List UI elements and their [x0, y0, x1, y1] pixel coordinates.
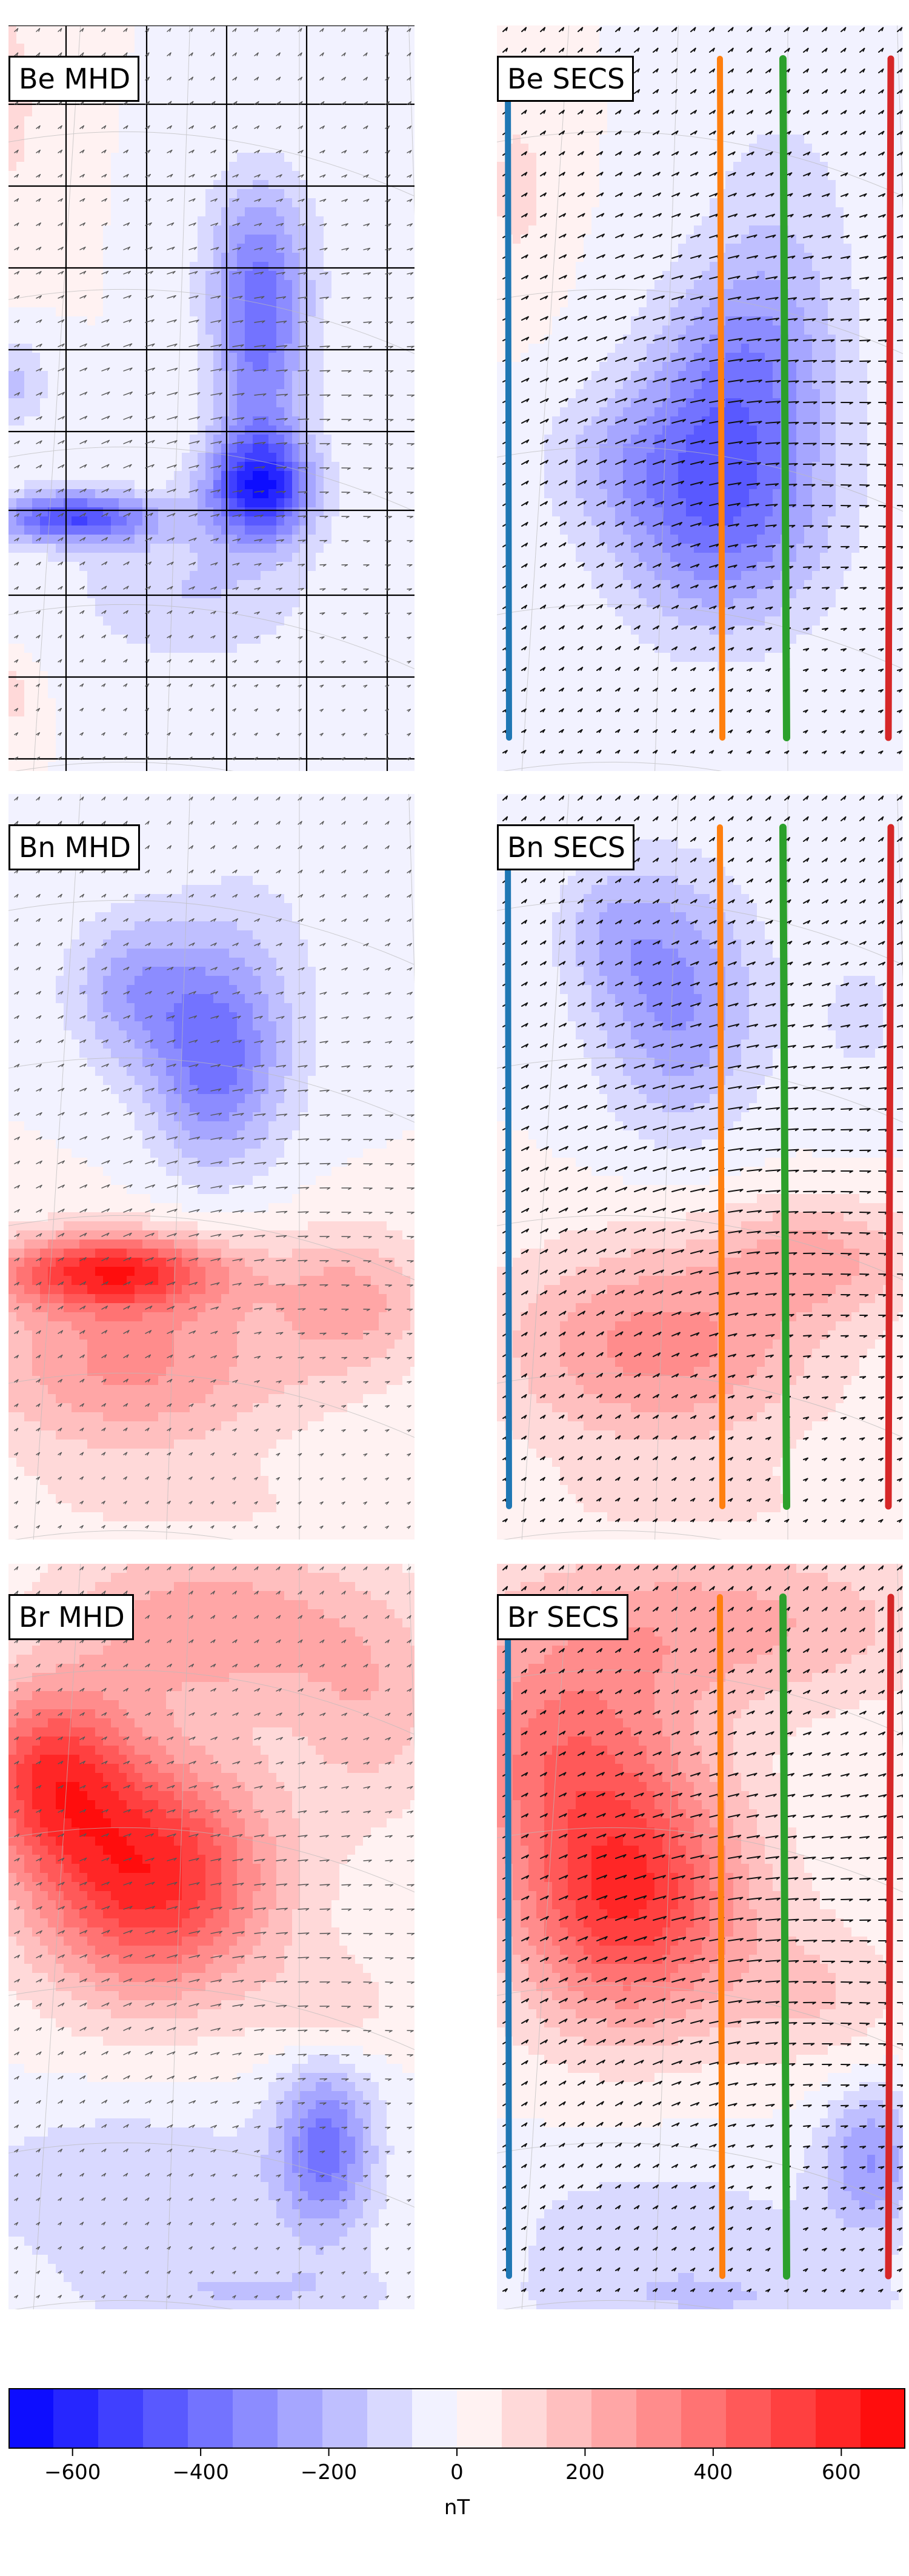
panel-title-bn-mhd: Bn MHD: [8, 824, 141, 870]
panel-title-br-mhd: Br MHD: [8, 1594, 134, 1640]
panel-br-secs: Br SECS: [497, 1564, 903, 2309]
heatmap-be-mhd: [8, 25, 415, 771]
profile-line-2: [717, 1594, 725, 2279]
colorbar-level-12: [547, 2388, 592, 2449]
profile-line-2: [717, 56, 725, 741]
panel-be-secs: Be SECS: [497, 25, 903, 771]
profile-line-1: [505, 56, 512, 741]
heatmap-be-secs: [497, 25, 903, 771]
graticule: [8, 794, 415, 1540]
colorbar-level-17: [771, 2388, 816, 2449]
colorbar-label: nT: [444, 2495, 470, 2520]
heatmap-br-secs: [497, 1564, 903, 2309]
vector-arrows: [14, 1566, 415, 2299]
colorbar-level-0: [8, 2388, 54, 2449]
profile-line-4: [885, 55, 894, 741]
panel-title-bn-secs: Bn SECS: [497, 824, 634, 870]
colorbar-tick-label-4: 200: [565, 2460, 605, 2484]
colorbar-level-18: [816, 2388, 861, 2449]
colorbar-level-11: [502, 2388, 547, 2449]
colorbar-level-15: [681, 2388, 727, 2449]
profile-line-4: [885, 824, 894, 1510]
graticule: [8, 1564, 415, 2309]
field-cells: [8, 1564, 415, 2309]
colorbar-tick-label-5: 400: [693, 2460, 733, 2484]
colorbar-level-3: [143, 2388, 188, 2449]
vector-arrows: [14, 796, 415, 1529]
panel-bn-mhd: Bn MHD: [8, 794, 415, 1540]
heatmap-bn-secs: [497, 794, 903, 1540]
profile-line-1: [505, 1594, 512, 2279]
panel-be-mhd: Be MHD: [8, 25, 415, 771]
panel-title-br-secs: Br SECS: [497, 1594, 628, 1640]
colorbar-level-19: [861, 2388, 905, 2449]
profile-line-3: [779, 1593, 790, 2280]
profile-lines: [505, 1593, 894, 2280]
profile-line-4: [885, 1593, 894, 2280]
colorbar-level-7: [322, 2388, 368, 2449]
colorbar-level-13: [591, 2388, 637, 2449]
colorbar-level-8: [367, 2388, 413, 2449]
colorbar-level-9: [412, 2388, 458, 2449]
profile-line-2: [717, 824, 725, 1509]
colorbar-level-6: [278, 2388, 323, 2449]
profile-lines: [505, 824, 894, 1510]
colorbar-tick-label-1: −400: [172, 2460, 228, 2484]
panel-br-mhd: Br MHD: [8, 1564, 415, 2309]
profile-line-3: [779, 55, 790, 741]
vector-arrows: [502, 795, 903, 1523]
vector-arrows: [14, 28, 415, 761]
profile-lines: [505, 55, 894, 741]
colorbar-tick-label-3: 0: [450, 2460, 464, 2484]
colorbar-level-14: [636, 2388, 682, 2449]
colorbar-level-1: [53, 2388, 99, 2449]
graticule: [8, 25, 415, 771]
colorbar-tick-label-6: 600: [822, 2460, 861, 2484]
colorbar-level-16: [726, 2388, 771, 2449]
colorbar-tick-label-0: −600: [44, 2460, 101, 2484]
panel-title-be-secs: Be SECS: [497, 56, 634, 102]
profile-line-1: [505, 824, 512, 1509]
panel-bn-secs: Bn SECS: [497, 794, 903, 1540]
panel-title-be-mhd: Be MHD: [8, 56, 140, 102]
colorbar-frame: [8, 2388, 905, 2449]
heatmap-bn-mhd: [8, 794, 415, 1540]
colorbar-level-10: [457, 2388, 502, 2449]
heatmap-br-mhd: [8, 1564, 415, 2309]
colorbar-tick-label-2: −200: [301, 2460, 357, 2484]
colorbar-level-5: [233, 2388, 278, 2449]
colorbar: −600 −400 −200 0 200 400 600 nT: [8, 2388, 905, 2520]
profile-line-3: [779, 824, 790, 1510]
colorbar-level-4: [188, 2388, 233, 2449]
colorbar-level-2: [98, 2388, 144, 2449]
